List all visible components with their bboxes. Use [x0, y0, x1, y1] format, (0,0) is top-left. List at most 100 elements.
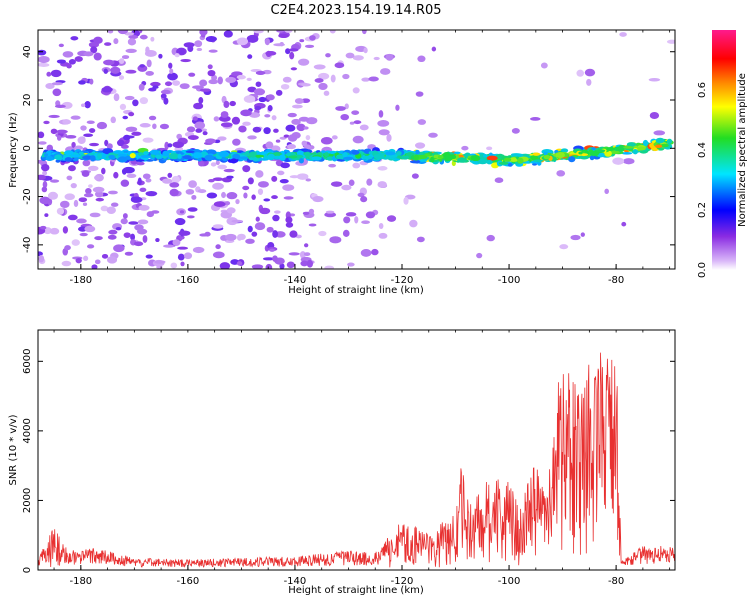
spectrogram-cell — [324, 265, 335, 269]
spectrogram-cell — [59, 200, 70, 209]
spectrogram-cell — [345, 212, 357, 217]
spectrogram-cell — [199, 88, 211, 92]
spectrogram-cell — [106, 143, 113, 150]
spectrogram-x-tick-label: -140 — [284, 275, 307, 286]
spectrogram-cell — [235, 198, 240, 205]
spectrogram-cell — [212, 182, 224, 190]
spectrogram-cell — [272, 214, 280, 222]
spectrogram-cell — [160, 89, 171, 95]
snr-frame — [37, 329, 676, 571]
spectrogram-cell — [91, 264, 98, 269]
spectrogram-cell — [303, 126, 309, 130]
spectrogram-cell — [186, 215, 195, 219]
spectrogram-cell — [50, 128, 58, 135]
spectrogram-cell — [67, 214, 78, 221]
spectrogram-cell — [486, 155, 498, 161]
spectrogram-cell — [139, 123, 151, 128]
spectrogram-cell — [272, 255, 278, 262]
spectrogram-cell — [255, 216, 260, 222]
snr-y-tick-label: 4000 — [22, 418, 33, 443]
spectrogram-cell — [240, 109, 252, 117]
spectrogram-cell — [163, 97, 169, 105]
spectrogram-cell — [340, 113, 350, 121]
spectrogram-cell — [622, 158, 635, 165]
spectrogram-cell — [275, 139, 281, 143]
spectrogram-cell — [242, 185, 250, 191]
spectrogram-cell — [183, 42, 195, 48]
spectrogram-cell — [73, 199, 79, 208]
spectrogram-cell — [204, 154, 214, 161]
spectrogram-cell — [347, 262, 355, 267]
spectrogram-cell — [196, 47, 203, 52]
spectrogram-cell — [80, 125, 87, 131]
spectrogram-cell — [299, 39, 305, 43]
spectrogram-cell — [342, 229, 350, 237]
spectrogram-cell — [94, 190, 104, 198]
spectrogram-cell — [288, 155, 298, 159]
spectrogram-cell — [357, 192, 365, 197]
spectrogram-cell — [41, 163, 50, 172]
spectrogram-cell — [56, 129, 68, 134]
spectrogram-cell — [86, 120, 95, 125]
spectrogram-cell — [106, 206, 116, 214]
spectrogram-cell — [88, 128, 96, 133]
spectrogram-cell — [177, 246, 189, 250]
spectrogram-cell — [38, 131, 45, 139]
spectrogram-cell — [208, 79, 219, 85]
spectrogram-cell — [360, 248, 372, 257]
spectrogram-cell — [177, 153, 182, 160]
spectrogram-cell — [349, 121, 355, 125]
spectrogram-cell — [148, 115, 157, 121]
spectrogram-cell — [61, 260, 72, 267]
spectrogram-cell — [320, 137, 333, 145]
spectrogram-cell — [219, 262, 231, 269]
spectrogram-cell — [395, 104, 400, 111]
spectrogram-cell — [194, 121, 206, 130]
spectrogram-cell — [172, 141, 184, 148]
spectrogram-cell — [242, 121, 251, 126]
spectrogram-cell — [314, 78, 324, 83]
spectrogram-cell — [328, 163, 337, 168]
spectrogram-cell — [170, 262, 178, 269]
spectrogram-cell — [152, 123, 157, 130]
spectrogram-cell — [348, 179, 355, 186]
spectrogram-cell — [278, 33, 289, 38]
spectrogram-cell — [271, 115, 277, 121]
spectrogram-cell — [363, 47, 368, 54]
spectrogram-cell — [444, 155, 453, 162]
spectrogram-cell — [655, 137, 665, 144]
spectrogram-cell — [431, 46, 437, 52]
snr-y-ticks: 0 2000 4000 6000 — [22, 349, 675, 573]
spectrogram-cell — [90, 155, 96, 162]
spectrogram-cell — [103, 59, 115, 66]
spectrogram-cell — [182, 155, 192, 160]
spectrogram-cell — [291, 118, 301, 125]
spectrogram-cell — [183, 252, 193, 260]
spectrogram-cell — [128, 34, 139, 39]
spectrogram-cell — [325, 210, 335, 214]
spectrogram-cell — [82, 202, 88, 206]
spectrogram-cell — [236, 37, 249, 46]
spectrogram-cell — [83, 193, 94, 198]
spectrogram-cell — [44, 213, 49, 218]
spectrogram-heatmap — [38, 30, 675, 269]
spectrogram-cell — [180, 58, 191, 63]
spectrogram-cell — [93, 36, 103, 44]
spectrogram-cell — [666, 39, 675, 44]
spectrogram-y-tick-label: -20 — [22, 188, 33, 204]
spectrogram-cell — [225, 76, 237, 84]
spectrogram-cell — [351, 150, 360, 155]
spectrogram-cell — [84, 225, 96, 233]
spectrogram-cell — [113, 93, 120, 102]
spectrogram-cell — [128, 221, 139, 225]
spectrogram-cell — [229, 100, 236, 107]
spectrogram-cell — [89, 142, 100, 147]
spectrogram-cell — [253, 88, 266, 96]
spectrogram-cell — [89, 78, 94, 85]
snr-series-line — [38, 352, 675, 568]
spectrogram-cell — [476, 252, 483, 259]
spectrogram-cell — [275, 89, 283, 96]
spectrogram-cell — [42, 180, 48, 189]
spectrogram-cell — [107, 234, 117, 240]
spectrogram-cell — [273, 43, 285, 47]
